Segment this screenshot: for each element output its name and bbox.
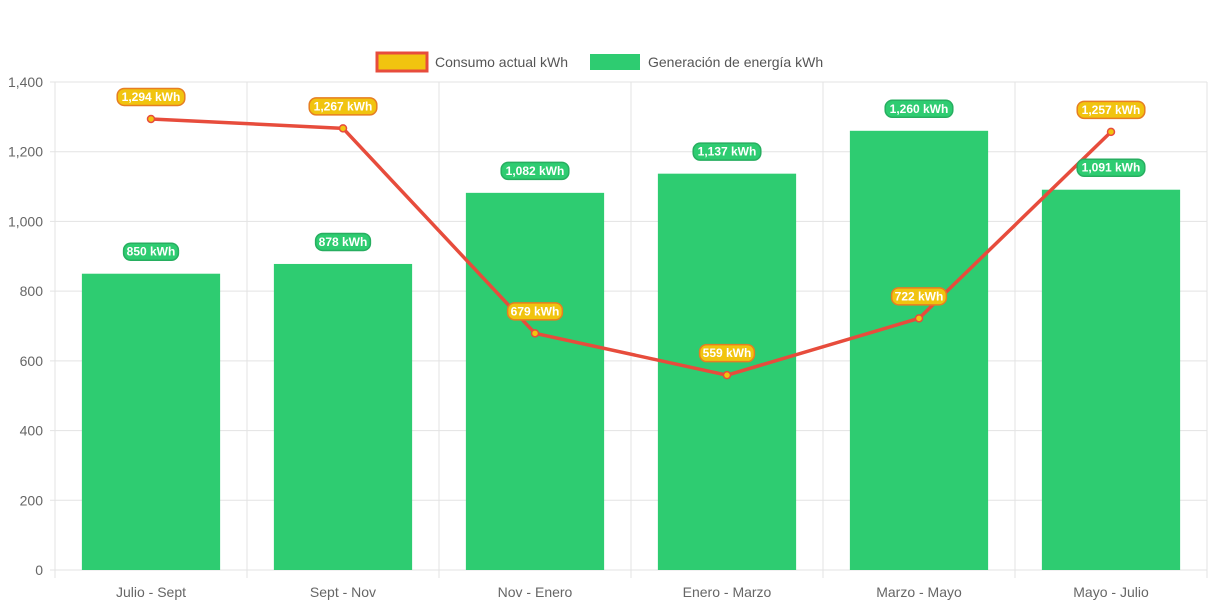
bar-value-label: 1,137 kWh xyxy=(698,145,757,159)
bars xyxy=(81,130,1181,571)
y-tick-label: 1,200 xyxy=(8,144,43,160)
x-tick-label: Sept - Nov xyxy=(310,584,376,600)
bar-value-label: 850 kWh xyxy=(127,245,176,259)
legend[interactable]: Consumo actual kWh Generación de energía… xyxy=(375,51,823,73)
line-value-label: 722 kWh xyxy=(895,289,944,303)
consumption-line-path xyxy=(150,117,1113,377)
consumption-point[interactable] xyxy=(338,124,348,133)
y-tick-label: 800 xyxy=(20,283,44,299)
consumption-line xyxy=(146,114,1116,380)
line-value-label-bg xyxy=(116,87,186,107)
line-value-label: 1,257 kWh xyxy=(1082,103,1141,117)
bar-value-label: 878 kWh xyxy=(319,235,368,249)
generation-bar[interactable] xyxy=(849,130,989,571)
line-value-label-bg xyxy=(308,97,378,116)
y-tick-label: 1,400 xyxy=(8,74,43,90)
line-value-label-bg xyxy=(890,287,948,306)
x-tick-label: Mayo - Julio xyxy=(1073,584,1149,600)
y-tick-label: 400 xyxy=(20,423,44,439)
legend-label-generacion[interactable]: Generación de energía kWh xyxy=(648,54,823,70)
line-value-label-bg xyxy=(1076,100,1146,120)
x-tick-label: Julio - Sept xyxy=(116,584,186,600)
bar-value-label-bg xyxy=(692,142,762,161)
bar-value-label-bg xyxy=(122,242,180,261)
legend-swatch-consumo[interactable] xyxy=(375,51,429,73)
generation-bar[interactable] xyxy=(273,263,413,570)
consumption-point[interactable] xyxy=(914,314,924,323)
line-value-label: 559 kWh xyxy=(703,346,752,360)
line-value-label: 679 kWh xyxy=(511,304,560,318)
y-tick-label: 600 xyxy=(20,353,44,369)
consumption-point[interactable] xyxy=(722,370,732,380)
x-tick-label: Nov - Enero xyxy=(498,584,573,600)
line-value-label: 1,294 kWh xyxy=(122,90,181,104)
line-value-label: 1,267 kWh xyxy=(314,99,373,113)
legend-swatch-generacion[interactable] xyxy=(590,54,640,70)
consumption-point[interactable] xyxy=(1106,127,1116,137)
consumption-point[interactable] xyxy=(146,114,156,124)
bar-value-label-bg xyxy=(314,232,372,252)
legend-label-consumo[interactable]: Consumo actual kWh xyxy=(435,54,568,70)
data-labels: 850 kWh 878 kWh 1,082 kWh 1,137 kWh 1,260 kW… xyxy=(116,87,1146,363)
y-tick-label: 200 xyxy=(20,492,44,508)
generation-bar[interactable] xyxy=(465,192,605,571)
y-tick-label: 1,000 xyxy=(8,213,43,229)
line-value-label-bg xyxy=(506,302,564,321)
grid xyxy=(50,81,1208,578)
x-tick-label: Enero - Marzo xyxy=(683,584,772,600)
bar-value-label-bg xyxy=(500,161,570,181)
bar-value-label: 1,091 kWh xyxy=(1082,161,1141,175)
bar-value-label-bg xyxy=(884,99,954,119)
bar-value-label-bg xyxy=(1076,158,1146,177)
consumption-point[interactable] xyxy=(530,329,540,338)
line-value-label-bg xyxy=(698,343,756,363)
bar-value-label: 1,260 kWh xyxy=(890,102,949,116)
x-tick-label: Marzo - Mayo xyxy=(876,584,962,600)
y-tick-label: 0 xyxy=(35,562,43,578)
generation-bar[interactable] xyxy=(1041,189,1181,571)
axis-ticks: 0 200 400 600 800 1,000 1,200 1,400 Julio - Sept… xyxy=(8,74,1149,600)
generation-bar[interactable] xyxy=(81,273,221,570)
bar-value-label: 1,082 kWh xyxy=(506,164,565,178)
